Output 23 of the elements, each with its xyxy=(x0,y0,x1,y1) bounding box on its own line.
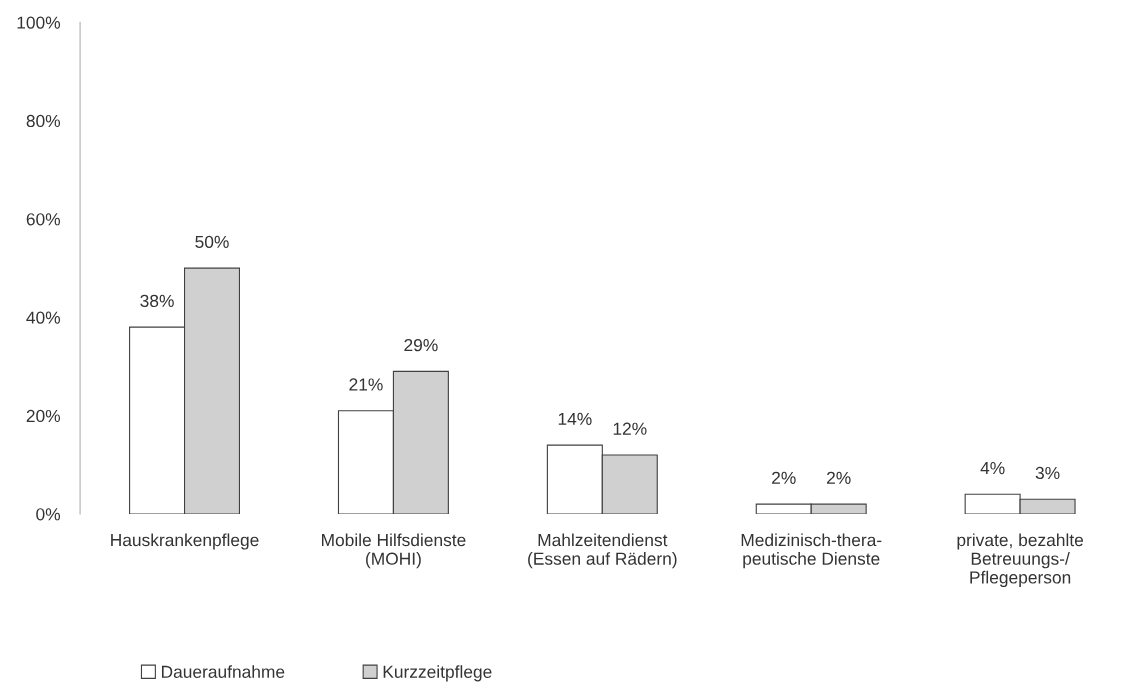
data-label: 4% xyxy=(980,461,1005,475)
data-label: 12% xyxy=(613,422,647,435)
data-label: 38% xyxy=(140,294,174,308)
legend-label: Kurzzeitpflege xyxy=(383,665,492,682)
y-tick-label: 40% xyxy=(26,311,61,324)
x-tick-label: Hauskrankenpflege xyxy=(111,533,259,550)
y-tick-label: 100% xyxy=(17,16,61,29)
x-tick-label: Mobile Hilfsdienste (MOHI) xyxy=(322,533,466,569)
data-label: 50% xyxy=(195,235,229,249)
data-label: 14% xyxy=(558,412,592,425)
x-tick-label: Medizinisch-thera- peutische Dienste xyxy=(741,533,882,569)
x-tick-label: Mahlzeitendienst (Essen auf Rädern) xyxy=(528,533,677,569)
y-tick-label: 0% xyxy=(36,508,61,521)
data-label: 3% xyxy=(1035,466,1060,480)
data-label: 21% xyxy=(349,378,383,391)
x-tick-label: private, bezahlte Betreuungs-/ Pflegeperson xyxy=(957,533,1084,587)
y-tick-label: 20% xyxy=(26,409,61,423)
data-label: 2% xyxy=(827,471,851,484)
y-tick-label: 80% xyxy=(26,114,61,128)
data-label: 29% xyxy=(404,338,438,352)
legend-label: Daueraufnahme xyxy=(161,665,285,678)
data-label: 2% xyxy=(772,471,796,484)
y-tick-label: 60% xyxy=(26,213,61,226)
